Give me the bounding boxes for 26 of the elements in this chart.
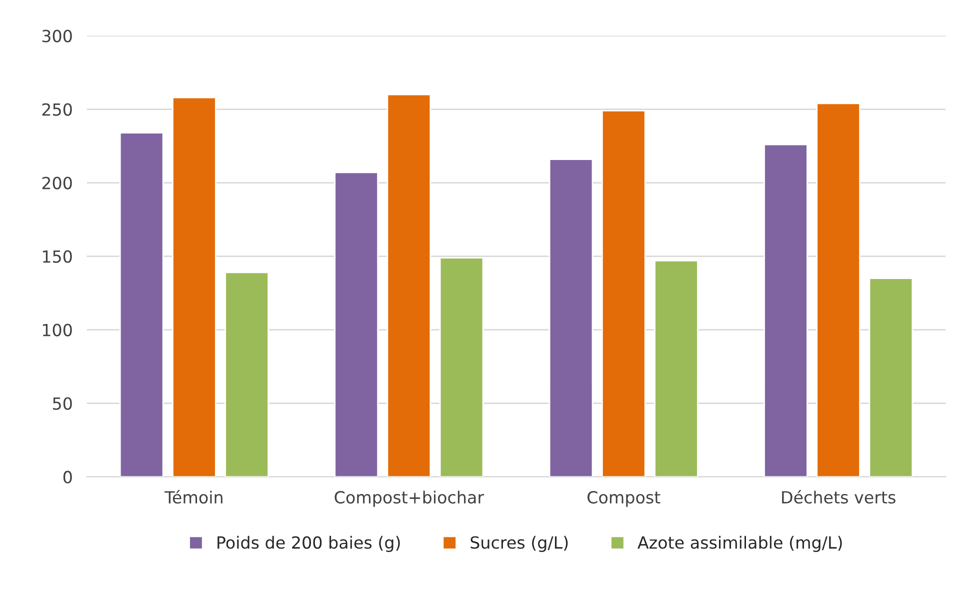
y-tick-label: 0 xyxy=(63,470,72,484)
bar xyxy=(224,272,269,477)
y-tick-label: 200 xyxy=(42,176,72,190)
x-tick-label: Déchets verts xyxy=(782,490,896,504)
y-tick-label: 50 xyxy=(53,397,72,410)
y-tick-label: 300 xyxy=(42,30,72,42)
bar xyxy=(601,110,646,477)
y-tick-label: 150 xyxy=(42,250,72,263)
bar xyxy=(868,278,914,477)
bar xyxy=(548,158,594,477)
y-tick-label: 100 xyxy=(42,324,72,336)
bar xyxy=(386,94,432,477)
x-tick-label: Compost+biochar xyxy=(334,490,484,507)
bar xyxy=(764,144,808,477)
bar xyxy=(654,260,698,477)
legend-label: Azote assimilable (mg/L) xyxy=(638,536,842,552)
bar xyxy=(439,257,484,477)
x-tick-label: Compost xyxy=(588,490,660,507)
legend-label: Poids de 200 baies (g) xyxy=(218,536,400,552)
legend-label: Sucres (g/L) xyxy=(470,536,568,552)
bar xyxy=(816,102,861,477)
bar xyxy=(172,96,216,477)
x-tick-label: Témoin xyxy=(164,490,222,504)
y-tick-label: 250 xyxy=(42,103,72,116)
bar xyxy=(334,172,378,477)
bar xyxy=(119,132,164,477)
